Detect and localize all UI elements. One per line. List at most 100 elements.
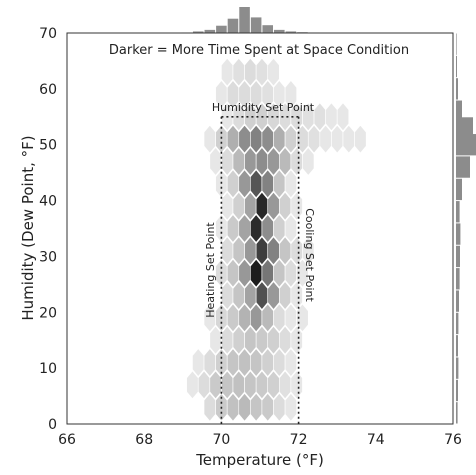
hexbin-cell: [279, 371, 291, 399]
marginal-y-bar: [456, 78, 458, 99]
hexbin-cell: [262, 125, 274, 153]
hexbin-cell: [256, 371, 268, 399]
hexbin-cell: [227, 304, 239, 332]
hexbin-cell: [291, 326, 303, 354]
hexbin-cell: [210, 371, 222, 399]
y-axis-label: Humidity (Dew Point, °F): [19, 135, 37, 320]
y-tick-label: 40: [39, 194, 57, 210]
marginal-y-bar: [456, 156, 470, 177]
hexbin-cell: [279, 326, 291, 354]
hexbin-cell: [245, 148, 257, 176]
y-tick-label: 50: [39, 138, 57, 154]
hexbin-cell: [268, 148, 280, 176]
hexbin-cell: [268, 326, 280, 354]
marginal-y-bar: [456, 201, 460, 222]
hexbin-cell: [268, 58, 280, 86]
hexbin-cell: [250, 304, 262, 332]
hexbin-cell: [279, 237, 291, 265]
hexbin-cell: [279, 282, 291, 310]
hexbin-cell: [302, 148, 314, 176]
hexbin-cell: [187, 371, 199, 399]
x-tick-label: 74: [367, 432, 385, 448]
hexbin-cell: [337, 103, 349, 131]
heating-set-point-label: Heating Set Point: [204, 222, 217, 318]
hexbin-cell: [233, 192, 245, 220]
marginal-x-bar: [228, 19, 239, 33]
hexbin-cell: [227, 170, 239, 198]
hexbin-cell: [262, 215, 274, 243]
hexbin-cell: [227, 349, 239, 377]
hexbin-cell: [256, 237, 268, 265]
hexbin-cell: [285, 304, 297, 332]
hexbin-cell: [291, 282, 303, 310]
hexbin-cell: [198, 371, 210, 399]
x-tick-label: 72: [290, 432, 308, 448]
hexbin-cell: [245, 237, 257, 265]
hexbin-cell: [262, 349, 274, 377]
hexbin-cell: [326, 103, 338, 131]
marginal-y-bar: [456, 34, 457, 55]
hexbin-cell: [192, 349, 204, 377]
hexbin-cell: [285, 125, 297, 153]
hexbin-cell: [268, 371, 280, 399]
marginal-x-bar: [216, 26, 227, 33]
hexbin-cell: [285, 349, 297, 377]
hexbin-cell: [279, 148, 291, 176]
hexbin-cell: [285, 259, 297, 287]
hexbin-cell: [256, 282, 268, 310]
marginal-x-bar: [251, 17, 262, 33]
cooling-set-point-label: Cooling Set Point: [303, 208, 316, 302]
marginal-y-bar: [456, 402, 458, 423]
hexbin-cell: [285, 393, 297, 421]
hexbin-cell: [256, 58, 268, 86]
hexbin-cell: [250, 349, 262, 377]
hexbin-cell: [227, 125, 239, 153]
hexbin-cell: [239, 304, 251, 332]
hexbin-cell: [221, 371, 233, 399]
marginal-y-bar: [456, 268, 460, 289]
y-tick-label: 60: [39, 82, 57, 98]
hexbin-cell: [239, 125, 251, 153]
hexbin-cell: [221, 282, 233, 310]
hexbin-cell: [210, 326, 222, 354]
marginal-y-bar: [456, 101, 462, 122]
hexbin-cell: [239, 259, 251, 287]
hexbin-cell: [256, 148, 268, 176]
y-tick-label: 0: [48, 417, 57, 433]
hexbin-cell: [291, 192, 303, 220]
hexbin-cell: [274, 215, 286, 243]
hexbin-cell: [274, 304, 286, 332]
hexbin-cell: [239, 393, 251, 421]
hexbin-cell: [262, 393, 274, 421]
hexbin-cell: [256, 192, 268, 220]
hexbin-cell: [239, 349, 251, 377]
marginal-y-bar: [456, 357, 458, 378]
hexbin-cell: [233, 371, 245, 399]
hexbin-cell: [250, 393, 262, 421]
hexbin-cell: [245, 282, 257, 310]
hexbin-cell: [245, 371, 257, 399]
x-tick-label: 66: [58, 432, 76, 448]
x-tick-label: 76: [444, 432, 462, 448]
hexbin-cell: [233, 148, 245, 176]
hexbin-cell: [221, 58, 233, 86]
x-tick-label: 70: [212, 432, 230, 448]
hexbin-cell: [291, 371, 303, 399]
hexbin-cell: [262, 170, 274, 198]
hexbin-cell: [250, 125, 262, 153]
hexbin-cell: [239, 215, 251, 243]
hexbin-cell: [250, 259, 262, 287]
hexbin-cell: [274, 125, 286, 153]
hexbin-cell: [297, 125, 309, 153]
marginal-y-bar: [456, 246, 460, 267]
hexbin-cell: [204, 393, 216, 421]
hexbin-cell: [285, 170, 297, 198]
marginal-y-bar: [456, 290, 459, 311]
hexbin-cell: [274, 259, 286, 287]
hexbin-cell: [233, 282, 245, 310]
hexbin-cell: [250, 215, 262, 243]
hexbin-cell: [343, 125, 355, 153]
